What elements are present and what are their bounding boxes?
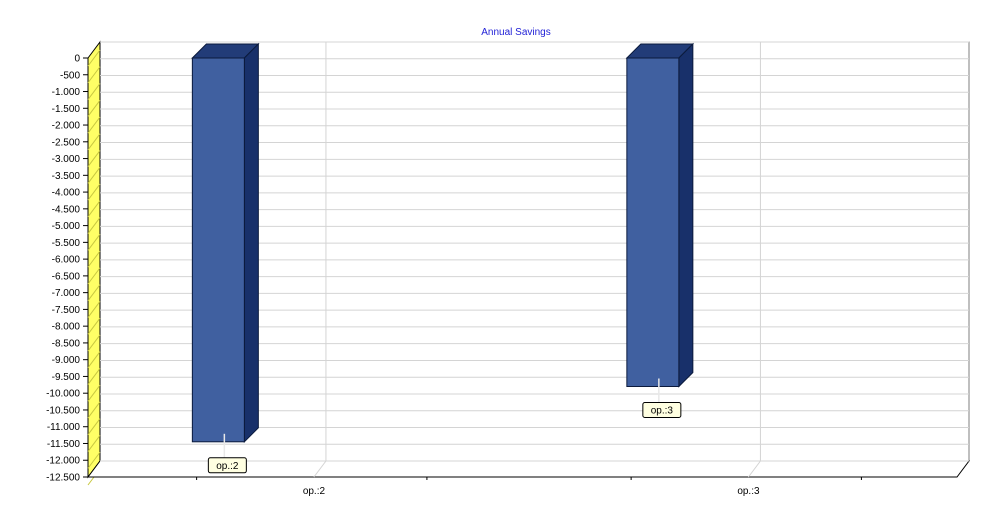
bar <box>191 57 245 443</box>
y-tick-label: -11.000 <box>47 422 81 433</box>
wall-hatch <box>87 418 101 436</box>
wall-hatch <box>87 384 101 402</box>
y-tick-label: -1.500 <box>52 104 81 115</box>
y-axis-ticks: 0 -500 -1.000 -1.500 -2.000 -2.500 -3.000 -3.50… <box>46 54 88 484</box>
wall-hatch <box>87 284 101 301</box>
data-labels: op.:2 op.:3 <box>207 378 682 474</box>
y-tick-label: -6.500 <box>52 271 81 282</box>
wall-hatch <box>87 167 101 184</box>
bar-side-face <box>243 42 259 444</box>
y-tick-label: -4.000 <box>52 188 81 199</box>
wall-hatch <box>87 334 101 352</box>
y-tick-label: -4.500 <box>52 204 81 215</box>
data-label-box <box>207 457 247 474</box>
wall-hatch <box>87 200 101 218</box>
y-tick-label: 0 <box>74 54 80 65</box>
data-label: op.:3 <box>651 405 674 416</box>
chart-title: Annual Savings <box>481 27 551 38</box>
wall-hatch <box>87 133 101 151</box>
x-category-label: op.:3 <box>737 486 760 497</box>
wall-hatch <box>87 317 101 335</box>
y-tick-label: -8.500 <box>52 338 81 349</box>
wall-hatch <box>87 83 101 100</box>
bar <box>626 57 680 387</box>
y-tick-label: -5.500 <box>52 238 81 249</box>
wall-hatch <box>87 99 101 117</box>
wall-hatch <box>87 234 101 251</box>
wall-hatch <box>87 301 101 318</box>
y-tick-label: -9.500 <box>52 372 81 383</box>
wall-hatch <box>87 250 101 268</box>
y-tick-label: -7.500 <box>52 305 81 316</box>
y-tick-label: -2.000 <box>52 121 81 132</box>
wall-hatch <box>87 451 101 469</box>
plot-wall <box>87 40 970 486</box>
y-tick-label: -1.000 <box>52 87 81 98</box>
wall-hatch <box>87 435 101 452</box>
y-tick-label: -10.500 <box>46 405 80 416</box>
wall-hatch <box>87 150 101 167</box>
wall-hatch <box>87 267 101 285</box>
y-tick-label: -12.000 <box>46 456 80 467</box>
y-tick-label: -11.500 <box>47 439 81 450</box>
y-tick-label: -5.000 <box>52 221 81 232</box>
wall-hatch <box>87 217 101 234</box>
bars <box>191 42 695 444</box>
y-tick-label: -12.500 <box>46 473 80 484</box>
y-tick-label: -8.000 <box>52 322 81 333</box>
y-tick-label: -3.000 <box>52 154 81 165</box>
wall-hatch <box>87 66 101 84</box>
wall-hatch <box>87 116 101 134</box>
bar-side-face <box>678 42 694 388</box>
y-tick-label: -9.000 <box>52 355 81 366</box>
y-tick-label: -7.000 <box>52 288 81 299</box>
wall-hatch <box>87 183 101 201</box>
wall-hatch <box>87 351 101 368</box>
x-axis-categories: op.:2 op.:3 <box>196 477 862 497</box>
floor-line <box>313 460 327 478</box>
y-tick-label: -500 <box>60 70 80 81</box>
wall-hatch <box>87 368 101 385</box>
y-tick-label: -6.000 <box>52 255 81 266</box>
data-label-box <box>642 401 682 418</box>
wall-hatch <box>87 49 101 67</box>
y-tick-label: -10.000 <box>46 389 80 400</box>
floor-line <box>748 460 761 478</box>
y-tick-label: -2.500 <box>52 137 81 148</box>
y-tick-label: -3.500 <box>52 171 81 182</box>
data-label: op.:2 <box>216 461 239 472</box>
x-category-label: op.:2 <box>303 486 326 497</box>
wall-hatch <box>87 401 101 419</box>
